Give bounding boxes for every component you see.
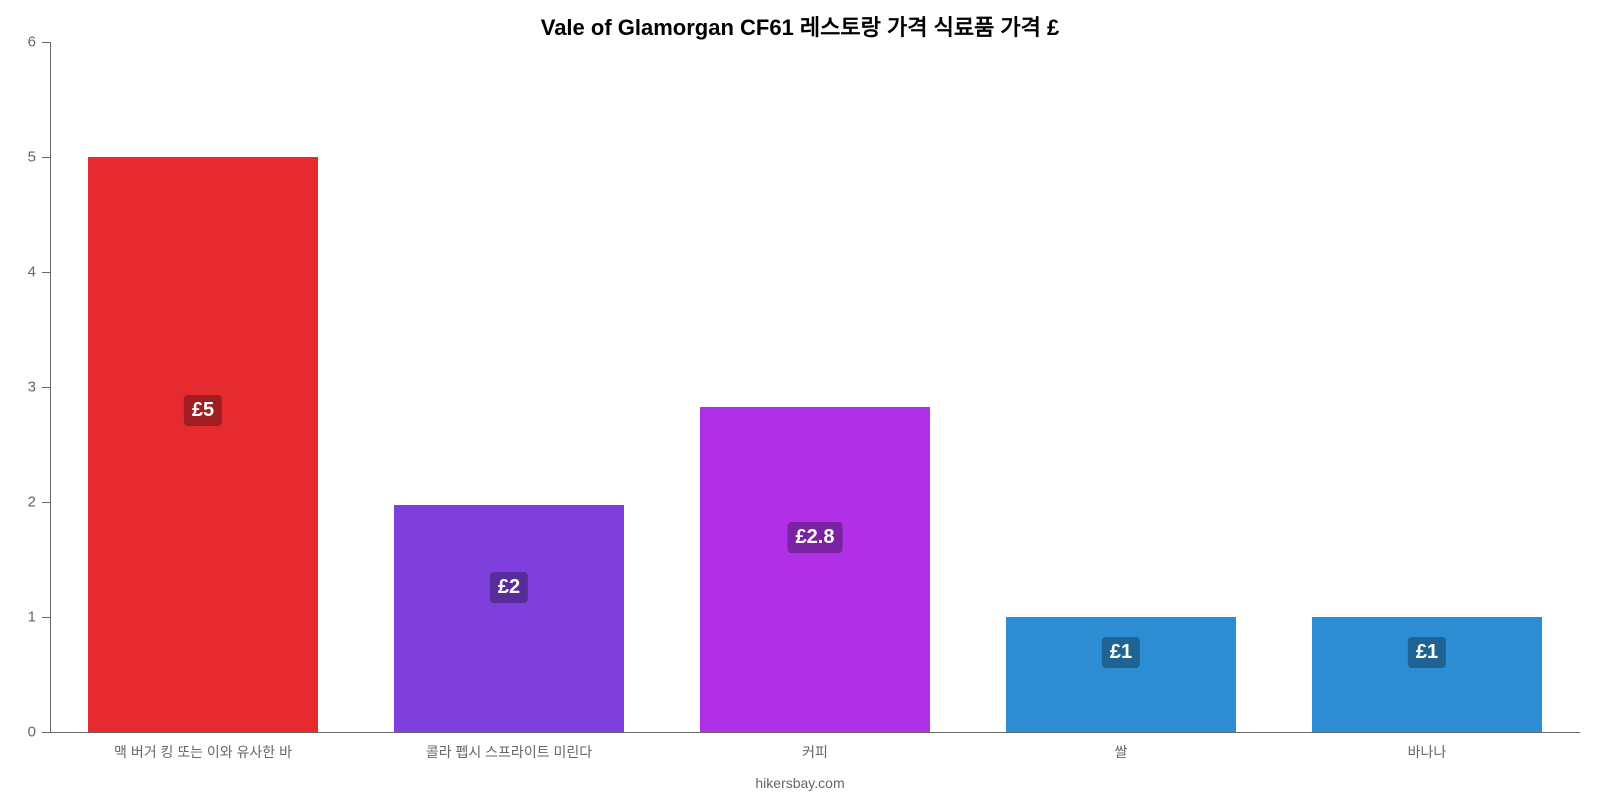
x-axis-line bbox=[50, 732, 1580, 733]
chart-credit: hikersbay.com bbox=[0, 775, 1600, 791]
y-tick-mark bbox=[42, 272, 50, 273]
y-tick-label: 3 bbox=[0, 379, 36, 396]
bar-value-badge: £1 bbox=[1102, 637, 1140, 668]
y-tick-mark bbox=[42, 617, 50, 618]
bar bbox=[700, 407, 930, 732]
y-tick-mark bbox=[42, 732, 50, 733]
y-tick-label: 2 bbox=[0, 494, 36, 511]
y-tick-label: 6 bbox=[0, 34, 36, 51]
y-tick-label: 5 bbox=[0, 149, 36, 166]
bar-slot: £1 bbox=[968, 42, 1274, 732]
bar-value-badge: £5 bbox=[184, 395, 222, 426]
y-tick-mark bbox=[42, 502, 50, 503]
bar-value-badge: £1 bbox=[1408, 637, 1446, 668]
bars-container: £5 £2 £2.8 £1 £1 bbox=[50, 42, 1580, 732]
x-tick-label: 커피 bbox=[662, 742, 968, 762]
y-tick-label: 0 bbox=[0, 724, 36, 741]
chart-title: Vale of Glamorgan CF61 레스토랑 가격 식료품 가격 £ bbox=[0, 10, 1600, 42]
bar-slot: £2 bbox=[356, 42, 662, 732]
y-tick-mark bbox=[42, 42, 50, 43]
bar bbox=[1006, 617, 1236, 732]
bar-slot: £2.8 bbox=[662, 42, 968, 732]
bar bbox=[88, 157, 318, 732]
y-tick-label: 1 bbox=[0, 609, 36, 626]
y-tick-label: 4 bbox=[0, 264, 36, 281]
y-tick-mark bbox=[42, 157, 50, 158]
bar-slot: £1 bbox=[1274, 42, 1580, 732]
bar-value-badge: £2 bbox=[490, 572, 528, 603]
x-tick-label: 바나나 bbox=[1274, 742, 1580, 762]
bar bbox=[394, 505, 624, 732]
x-tick-label: 콜라 펩시 스프라이트 미린다 bbox=[356, 742, 662, 762]
bar bbox=[1312, 617, 1542, 732]
x-tick-label: 쌀 bbox=[968, 742, 1274, 762]
x-labels: 맥 버거 킹 또는 이와 유사한 바콜라 펩시 스프라이트 미린다커피쌀바나나 bbox=[50, 742, 1580, 762]
bar-value-badge: £2.8 bbox=[788, 522, 843, 553]
y-tick-mark bbox=[42, 387, 50, 388]
bar-slot: £5 bbox=[50, 42, 356, 732]
x-tick-label: 맥 버거 킹 또는 이와 유사한 바 bbox=[50, 742, 356, 762]
